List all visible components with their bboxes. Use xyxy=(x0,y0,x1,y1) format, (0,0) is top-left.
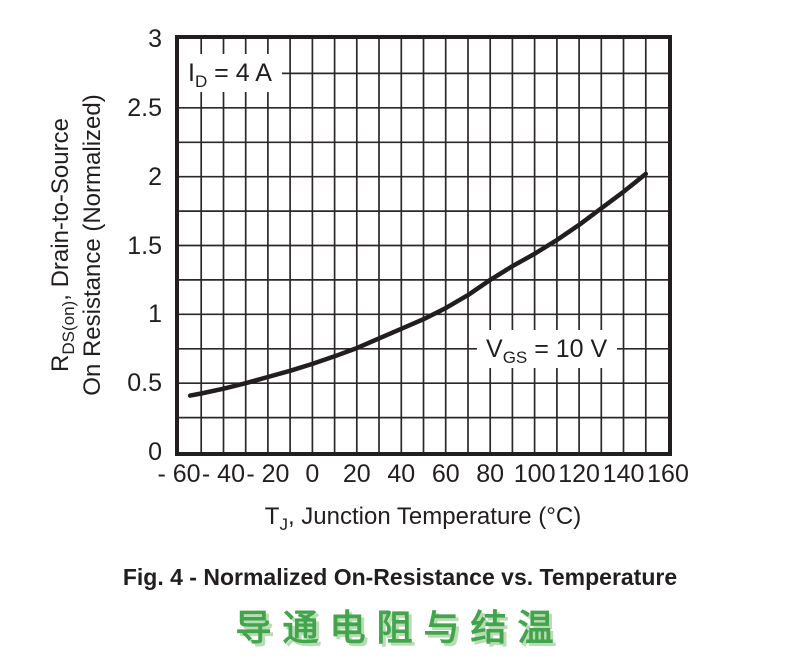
annotation-subscript: GS xyxy=(502,348,528,367)
annotation-text: I xyxy=(188,59,195,87)
y-axis-title-line1: RDS(on), Drain-to-Source xyxy=(47,25,81,465)
y-axis-title: RDS(on), Drain-to-Source On Resistance (… xyxy=(47,25,106,465)
x-axis-title: TJ, Junction Temperature (°C) xyxy=(265,503,581,535)
annotation-text: V xyxy=(486,335,503,363)
y-tick-label: 2 xyxy=(148,162,162,191)
y-tick-label: 3 xyxy=(148,25,162,53)
x-tick-label: 140 xyxy=(602,460,645,488)
y-tick-label: 0 xyxy=(148,438,162,466)
chart-canvas xyxy=(179,39,668,452)
x-tick-label: - 20 xyxy=(246,460,290,488)
x-tick-label: 20 xyxy=(342,460,371,488)
figure-caption-chinese: 导通电阻与结温 xyxy=(235,607,565,648)
y-tick-label: 1.5 xyxy=(127,231,162,260)
plot-area xyxy=(175,35,672,456)
axis-title-subscript: DS(on) xyxy=(59,300,78,355)
x-tick-label: 120 xyxy=(558,460,600,488)
x-tick-label: 80 xyxy=(476,460,505,488)
axis-title-text: , Junction Temperature (°C) xyxy=(287,503,582,530)
annotation-drain-current: ID = 4 A xyxy=(179,54,282,92)
x-tick-label: 60 xyxy=(431,460,460,488)
y-tick-label: 2.5 xyxy=(127,93,162,122)
x-tick-label: - 40 xyxy=(201,460,245,488)
axis-title-text: R xyxy=(47,354,74,372)
x-tick-label: 160 xyxy=(647,460,689,488)
y-tick-label: 1 xyxy=(148,300,162,329)
axis-title-text: , Drain-to-Source xyxy=(47,118,74,301)
x-tick-label: 40 xyxy=(387,460,416,488)
annotation-text: = 10 V xyxy=(527,335,608,363)
data-curve xyxy=(187,171,649,398)
y-tick-label: 0.5 xyxy=(127,369,162,398)
y-axis-title-line2: On Resistance (Normalized) xyxy=(79,94,106,396)
axis-title-text: T xyxy=(264,503,280,530)
annotation-text: = 4 A xyxy=(207,59,272,87)
annotation-subscript: D xyxy=(194,72,208,91)
x-tick-label: 0 xyxy=(305,460,320,488)
figure-caption: Fig. 4 - Normalized On-Resistance vs. Te… xyxy=(122,564,678,590)
x-tick-label: - 60 xyxy=(157,460,201,488)
annotation-gate-voltage: VGS = 10 V xyxy=(477,330,618,368)
axis-title-subscript: J xyxy=(279,515,288,534)
x-tick-label: 100 xyxy=(513,460,556,488)
